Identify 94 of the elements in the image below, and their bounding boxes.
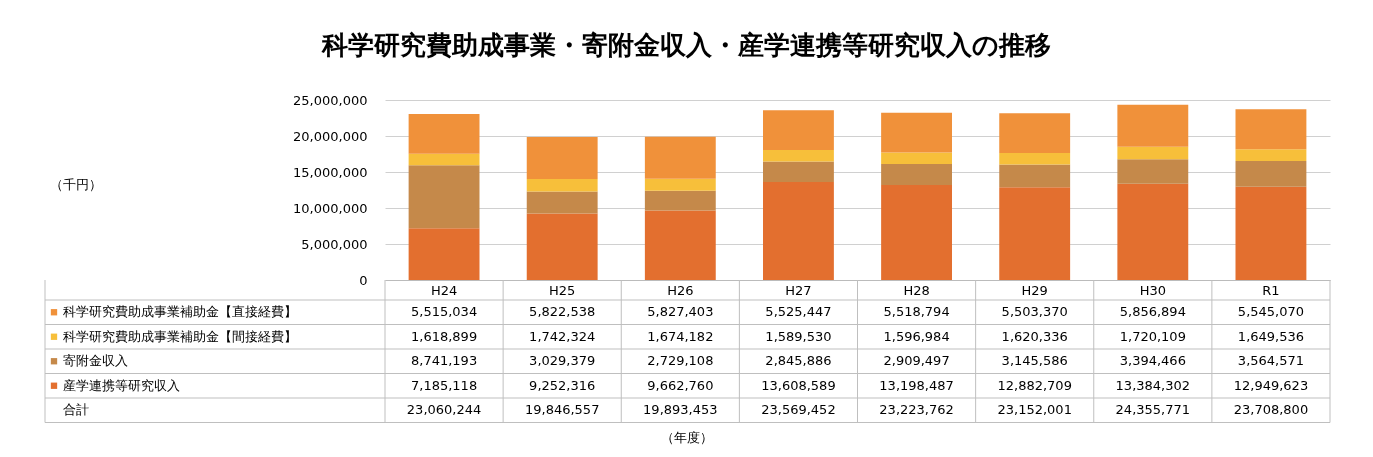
y-tick-label: 15,000,000 <box>293 164 368 180</box>
bar <box>526 213 598 280</box>
bar <box>999 152 1071 165</box>
bar <box>1235 109 1307 150</box>
bar <box>526 137 598 180</box>
bar <box>763 161 834 183</box>
legend-label: 産学連携等研究収入 <box>63 377 180 393</box>
bar <box>644 178 716 191</box>
x-tick-label: R1 <box>1262 282 1280 298</box>
data-label: 1,596,984 <box>883 328 950 344</box>
text: 23,569,452 <box>761 402 836 418</box>
data-label: 13,608,589 <box>761 377 836 393</box>
chart-title: 科学研究費助成事業・寄附金収入・産学連携等研究収入の推移 <box>321 30 1051 60</box>
bar <box>408 228 480 280</box>
bar <box>1117 159 1189 184</box>
data-label: 5,545,070 <box>1237 304 1305 320</box>
legend-label: 科学研究費助成事業補助金【直接経費】 <box>63 304 297 320</box>
bar <box>644 136 716 179</box>
text: 23,060,244 <box>406 402 482 418</box>
text: 23,223,762 <box>879 402 954 418</box>
x-tick-label: H27 <box>785 282 812 298</box>
x-tick-label: H30 <box>1139 282 1166 298</box>
text: 23,708,800 <box>1233 402 1309 418</box>
text: （年度） <box>660 429 713 445</box>
bar <box>408 153 480 166</box>
data-label: 5,827,403 <box>647 304 714 320</box>
data-label: 3,394,466 <box>1119 353 1186 369</box>
data-label: 5,856,894 <box>1119 304 1186 320</box>
data-label: 12,882,709 <box>997 377 1072 393</box>
y-tick-label: 0 <box>359 272 368 288</box>
text: 合計 <box>63 402 89 418</box>
text: （千円） <box>50 177 102 192</box>
bar <box>1117 146 1189 160</box>
text: 23,152,001 <box>997 402 1072 418</box>
bar <box>763 182 834 280</box>
data-label: 1,620,336 <box>1001 328 1068 344</box>
bar <box>881 184 952 280</box>
data-label: 3,564,571 <box>1237 353 1305 369</box>
data-label: 8,741,193 <box>410 353 478 369</box>
data-label: 5,503,370 <box>1001 304 1068 320</box>
bar <box>881 152 952 165</box>
data-label: 3,029,379 <box>529 353 596 369</box>
bar <box>999 164 1071 188</box>
bar <box>526 191 598 214</box>
data-label: 2,729,108 <box>647 353 714 369</box>
bar <box>644 210 716 280</box>
y-tick-label: 20,000,000 <box>293 128 368 144</box>
text: 19,893,453 <box>643 402 718 418</box>
bar <box>408 113 480 154</box>
data-label: 5,525,447 <box>765 304 832 320</box>
bar <box>999 113 1071 153</box>
data-label: 2,845,886 <box>765 353 832 369</box>
data-label: 1,589,530 <box>765 328 832 344</box>
bar <box>763 110 834 151</box>
data-label: 5,515,034 <box>410 304 478 320</box>
data-label: 5,518,794 <box>883 304 950 320</box>
bar <box>881 112 952 153</box>
bar <box>1117 183 1189 280</box>
data-label: 1,720,109 <box>1119 328 1186 344</box>
x-tick-label: H28 <box>903 282 930 298</box>
bar <box>408 165 480 229</box>
data-label: 1,649,536 <box>1237 328 1305 344</box>
bar <box>526 179 598 192</box>
legend-label: 寄附金収入 <box>63 353 128 369</box>
legend-label: 科学研究費助成事業補助金【間接経費】 <box>63 328 297 344</box>
data-label: 2,909,497 <box>883 353 950 369</box>
text: 24,355,771 <box>1115 402 1191 418</box>
data-label: 9,662,760 <box>647 377 714 393</box>
bar <box>881 164 952 185</box>
bar <box>1235 161 1307 187</box>
x-tick-label: H26 <box>667 282 694 298</box>
bar <box>644 190 716 211</box>
x-tick-label: H25 <box>549 282 576 298</box>
data-label: 1,618,899 <box>410 328 478 344</box>
data-label: 7,185,118 <box>410 377 478 393</box>
data-label: 3,145,586 <box>1001 353 1068 369</box>
x-tick-label: H29 <box>1021 282 1048 298</box>
data-label: 12,949,623 <box>1233 377 1309 393</box>
bar <box>1117 104 1189 147</box>
bar <box>1235 149 1307 162</box>
bar <box>763 150 834 162</box>
data-label: 9,252,316 <box>529 377 596 393</box>
data-label: 5,822,538 <box>529 304 596 320</box>
data-label: 1,742,324 <box>529 328 596 344</box>
y-tick-label: 10,000,000 <box>293 200 368 216</box>
data-label: 13,384,302 <box>1115 377 1191 393</box>
y-tick-label: 25,000,000 <box>293 92 368 108</box>
text: 19,846,557 <box>524 402 600 418</box>
bar <box>1235 186 1307 280</box>
data-label: 1,674,182 <box>647 328 714 344</box>
x-tick-label: H24 <box>430 282 458 298</box>
bar <box>999 187 1071 280</box>
data-label: 13,198,487 <box>879 377 954 393</box>
y-tick-label: 5,000,000 <box>301 236 368 252</box>
